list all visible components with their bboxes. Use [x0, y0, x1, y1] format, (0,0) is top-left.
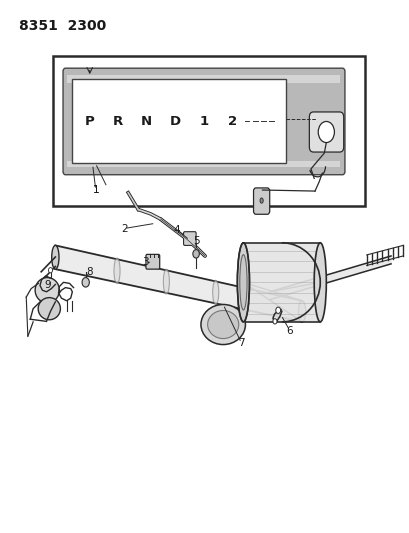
Ellipse shape	[52, 245, 59, 269]
Text: 6: 6	[286, 326, 292, 336]
Text: 1: 1	[92, 185, 99, 195]
Ellipse shape	[313, 243, 326, 322]
Text: 4: 4	[173, 224, 180, 235]
Text: P: P	[85, 115, 94, 128]
Ellipse shape	[298, 301, 305, 322]
Text: 2: 2	[121, 223, 127, 233]
Text: 5: 5	[193, 236, 200, 246]
Ellipse shape	[259, 198, 263, 203]
Circle shape	[48, 268, 52, 273]
Polygon shape	[55, 245, 301, 322]
Text: 1: 1	[199, 115, 208, 128]
Bar	[53, 55, 364, 206]
Bar	[67, 75, 339, 83]
Ellipse shape	[207, 311, 238, 338]
Text: 8: 8	[86, 267, 93, 277]
Circle shape	[275, 307, 280, 313]
Ellipse shape	[200, 304, 245, 344]
Text: D: D	[169, 115, 181, 128]
Bar	[243, 243, 319, 322]
Text: 9: 9	[44, 280, 50, 290]
Polygon shape	[40, 276, 55, 292]
Bar	[72, 79, 285, 163]
Polygon shape	[269, 256, 390, 300]
FancyBboxPatch shape	[63, 68, 344, 175]
Text: 2: 2	[227, 115, 236, 128]
FancyBboxPatch shape	[146, 254, 160, 269]
FancyBboxPatch shape	[253, 188, 269, 214]
Bar	[67, 161, 339, 167]
FancyBboxPatch shape	[309, 112, 343, 152]
Text: 3: 3	[142, 257, 148, 267]
Circle shape	[82, 278, 89, 287]
Circle shape	[192, 249, 199, 258]
Text: 7: 7	[238, 338, 244, 348]
Ellipse shape	[237, 243, 249, 322]
Ellipse shape	[239, 255, 247, 310]
Text: N: N	[141, 115, 152, 128]
Ellipse shape	[212, 280, 218, 304]
Ellipse shape	[114, 258, 120, 284]
Ellipse shape	[163, 269, 169, 294]
Circle shape	[272, 319, 276, 324]
Ellipse shape	[35, 278, 59, 303]
Circle shape	[317, 122, 334, 142]
Text: R: R	[112, 115, 123, 128]
Text: 1: 1	[92, 185, 99, 195]
Text: 8351  2300: 8351 2300	[19, 19, 106, 33]
FancyBboxPatch shape	[183, 232, 196, 245]
Ellipse shape	[38, 297, 60, 320]
